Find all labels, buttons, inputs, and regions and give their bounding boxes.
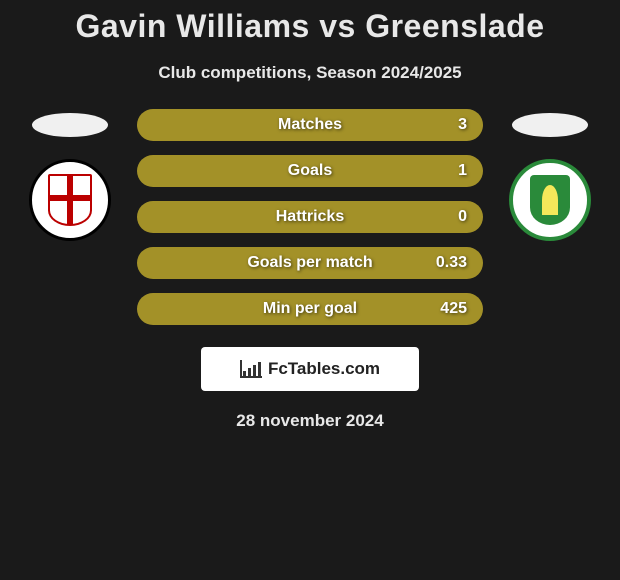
chart-icon <box>240 360 262 378</box>
stat-value: 425 <box>440 300 467 318</box>
stat-value: 1 <box>458 162 467 180</box>
player-left-silhouette <box>32 113 108 137</box>
stat-value: 0 <box>458 208 467 226</box>
stat-row-hattricks: Hattricks 0 <box>137 201 483 233</box>
stat-label: Min per goal <box>153 300 467 318</box>
player-right-column <box>505 113 595 241</box>
club-badge-right-shield <box>530 175 570 225</box>
stat-row-matches: Matches 3 <box>137 109 483 141</box>
stats-column: Matches 3 Goals 1 Hattricks 0 Goals per … <box>137 109 483 325</box>
stat-value: 3 <box>458 116 467 134</box>
stat-label: Matches <box>153 116 467 134</box>
date-text: 28 november 2024 <box>236 411 383 431</box>
content-row: Matches 3 Goals 1 Hattricks 0 Goals per … <box>0 113 620 325</box>
shield-figure <box>542 185 558 215</box>
stat-label: Goals <box>153 162 467 180</box>
stat-row-goals: Goals 1 <box>137 155 483 187</box>
player-left-column <box>25 113 115 241</box>
logo-text: FcTables.com <box>268 359 380 379</box>
shield-cross-horizontal <box>50 195 90 201</box>
stat-row-min-per-goal: Min per goal 425 <box>137 293 483 325</box>
club-badge-left-shield <box>48 174 92 226</box>
subtitle: Club competitions, Season 2024/2025 <box>0 63 620 83</box>
club-badge-left <box>29 159 111 241</box>
stat-value: 0.33 <box>436 254 467 272</box>
stat-label: Goals per match <box>153 254 467 272</box>
club-badge-right <box>509 159 591 241</box>
player-right-silhouette <box>512 113 588 137</box>
footer: FcTables.com 28 november 2024 <box>0 347 620 431</box>
chart-icon-bars <box>243 362 261 376</box>
comparison-card: Gavin Williams vs Greenslade Club compet… <box>0 0 620 431</box>
stat-label: Hattricks <box>153 208 467 226</box>
page-title: Gavin Williams vs Greenslade <box>0 8 620 45</box>
fctables-link[interactable]: FcTables.com <box>201 347 419 391</box>
stat-row-goals-per-match: Goals per match 0.33 <box>137 247 483 279</box>
